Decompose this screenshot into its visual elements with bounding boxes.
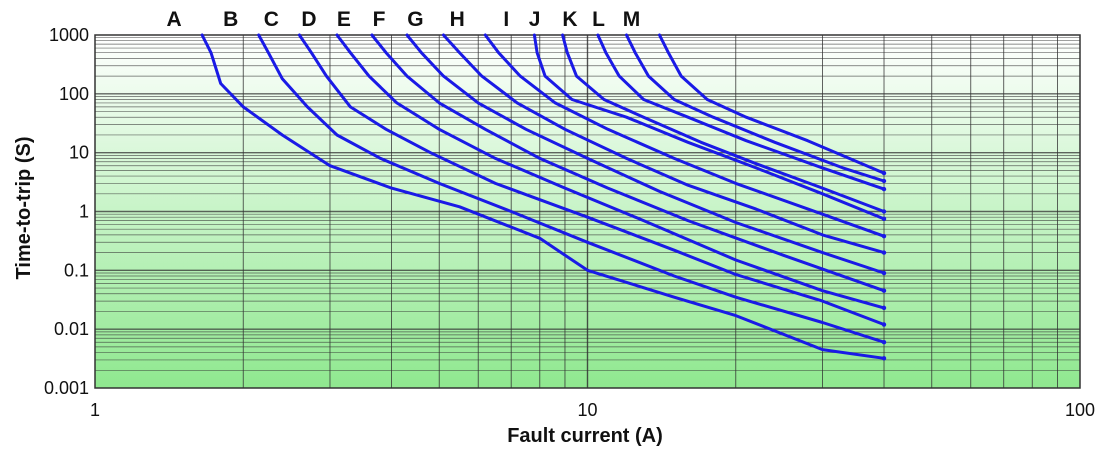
curve-label-e: E bbox=[337, 8, 351, 31]
curve-label-l: L bbox=[592, 8, 605, 31]
series-line-h bbox=[483, 33, 886, 238]
series-line-e bbox=[370, 33, 886, 293]
y-tick-label: 100 bbox=[59, 84, 89, 104]
plot-frame bbox=[94, 34, 1081, 389]
series-end-point-j bbox=[881, 209, 887, 214]
series-end-point-e bbox=[881, 288, 887, 293]
series-end-point-g bbox=[881, 250, 887, 255]
curve-label-h: H bbox=[450, 8, 465, 31]
curve-label-f: F bbox=[373, 8, 386, 31]
series-line-l bbox=[625, 33, 886, 183]
series-line-g bbox=[442, 33, 886, 255]
curve-label-k: K bbox=[562, 8, 577, 31]
y-tick-label: 1000 bbox=[49, 25, 89, 45]
series-line-a bbox=[200, 33, 886, 360]
x-tick-label: 100 bbox=[1065, 400, 1095, 420]
series-end-point-a bbox=[881, 356, 887, 361]
y-tick-label: 0.001 bbox=[44, 378, 89, 398]
series-line-i bbox=[532, 33, 886, 221]
series-end-point-l bbox=[881, 178, 887, 184]
series-end-point-h bbox=[881, 234, 887, 239]
curve-label-a: A bbox=[167, 8, 182, 31]
x-tick-labels: 1 10 100 bbox=[90, 400, 1095, 420]
series-lines bbox=[200, 33, 887, 361]
curve-label-b: B bbox=[223, 8, 238, 31]
curve-label-g: G bbox=[407, 8, 423, 31]
series-end-point-d bbox=[881, 305, 887, 311]
y-axis-title: Time-to-trip (S) bbox=[13, 137, 35, 280]
series-line-f bbox=[405, 33, 886, 275]
series-end-point-b bbox=[881, 340, 887, 345]
series-end-point-c bbox=[881, 322, 887, 327]
y-tick-label: 0.01 bbox=[54, 319, 89, 339]
curve-label-m: M bbox=[623, 8, 641, 31]
series-line-j bbox=[561, 33, 886, 213]
curve-label-i: I bbox=[503, 8, 509, 31]
y-tick-label: 1 bbox=[79, 202, 89, 222]
series-line-m bbox=[658, 33, 886, 175]
series-line-d bbox=[335, 33, 886, 310]
x-tick-label: 10 bbox=[577, 400, 597, 420]
series-end-point-k bbox=[881, 186, 887, 192]
curve-label-d: D bbox=[301, 8, 316, 31]
series-line-c bbox=[297, 33, 886, 326]
series-end-point-i bbox=[881, 216, 887, 222]
y-tick-label: 10 bbox=[69, 143, 89, 163]
grid-lines bbox=[95, 35, 1080, 388]
series-end-point-f bbox=[881, 270, 887, 276]
curve-label-j: J bbox=[529, 8, 541, 31]
series-line-k bbox=[596, 33, 886, 191]
curve-label-c: C bbox=[264, 8, 279, 31]
x-tick-label: 1 bbox=[90, 400, 100, 420]
series-line-b bbox=[257, 33, 886, 344]
x-axis-title: Fault current (A) bbox=[507, 425, 663, 447]
series-end-point-m bbox=[881, 170, 887, 176]
y-tick-labels: 0.001 0.01 0.1 1 10 100 1000 bbox=[44, 25, 89, 398]
y-tick-label: 0.1 bbox=[64, 260, 89, 280]
